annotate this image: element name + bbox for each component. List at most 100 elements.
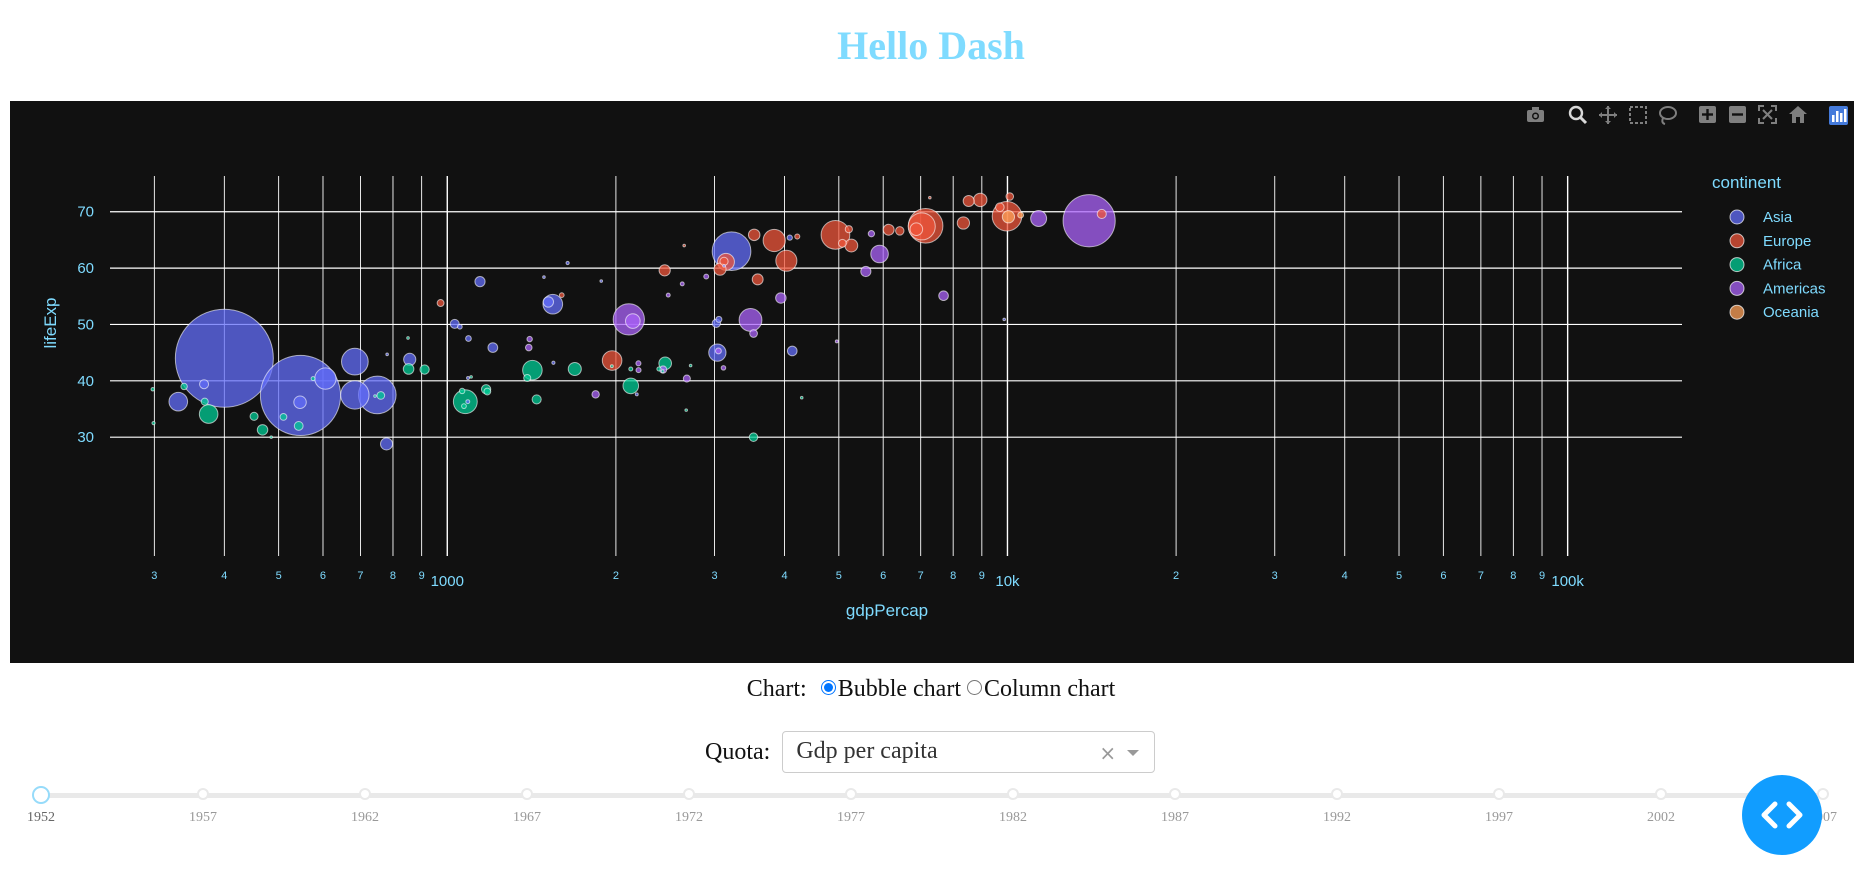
bubble-point[interactable] bbox=[660, 369, 665, 374]
bubble-point[interactable] bbox=[1005, 192, 1015, 201]
year-slider[interactable]: 1952 1957 1962 1967 1972 1977 1982 1987 1992 1997… bbox=[0, 784, 1862, 825]
bubble-point[interactable] bbox=[837, 238, 847, 248]
bubble-point[interactable] bbox=[720, 365, 727, 371]
bubble-point[interactable] bbox=[628, 366, 634, 372]
slider-mark-1952[interactable]: 1952 bbox=[27, 810, 55, 825]
bubble-point[interactable] bbox=[1017, 211, 1025, 219]
bubble-point[interactable] bbox=[199, 379, 210, 390]
bubble-point[interactable] bbox=[956, 216, 971, 230]
slider-handle[interactable] bbox=[32, 786, 50, 804]
zoom-in-icon[interactable] bbox=[1699, 106, 1716, 123]
legend[interactable]: continent Asia Europe Africa Americas Oceani… bbox=[1712, 173, 1826, 321]
debug-menu-button[interactable] bbox=[1742, 775, 1822, 855]
bubble-point[interactable] bbox=[198, 404, 219, 424]
bubble-point[interactable] bbox=[469, 375, 473, 379]
bubble-point[interactable] bbox=[679, 281, 685, 287]
bubble-point[interactable] bbox=[168, 391, 189, 412]
dropdown-arrow-icon[interactable] bbox=[1127, 750, 1140, 756]
slider-dot[interactable] bbox=[197, 788, 209, 800]
bubble-point[interactable] bbox=[461, 403, 467, 410]
bubble-point[interactable] bbox=[748, 432, 759, 442]
slider-dot[interactable] bbox=[1817, 788, 1829, 800]
bubble-point[interactable] bbox=[834, 339, 839, 344]
bubble-point[interactable] bbox=[150, 387, 155, 392]
reset-axes-icon[interactable] bbox=[1789, 106, 1807, 123]
bubble-point[interactable] bbox=[293, 395, 307, 409]
bubble-point[interactable] bbox=[786, 234, 793, 241]
bubble-point[interactable] bbox=[665, 292, 671, 298]
bubble-point[interactable] bbox=[174, 308, 274, 408]
bubble-point[interactable] bbox=[938, 290, 949, 302]
bubble-point[interactable] bbox=[658, 264, 671, 277]
slider-mark-1987[interactable]: 1987 bbox=[1161, 810, 1189, 825]
bubble-point[interactable] bbox=[406, 336, 410, 340]
bubble-point[interactable] bbox=[867, 230, 876, 238]
bubble-point[interactable] bbox=[599, 279, 604, 283]
bubble-point[interactable] bbox=[523, 373, 532, 383]
bubble-point[interactable] bbox=[634, 392, 639, 397]
bubble-point[interactable] bbox=[715, 315, 723, 323]
bubble-point[interactable] bbox=[747, 228, 761, 242]
bubble-point[interactable] bbox=[341, 347, 369, 376]
slider-dot[interactable] bbox=[1655, 788, 1667, 800]
plotly-logo-icon[interactable] bbox=[1829, 106, 1848, 125]
camera-icon[interactable] bbox=[1527, 107, 1544, 122]
bubble-point[interactable] bbox=[1096, 208, 1107, 220]
bubble-point[interactable] bbox=[314, 367, 337, 390]
bubble-point[interactable] bbox=[762, 228, 786, 253]
bubble-chart[interactable]: 3 4 5 6 7 8 9 2 3 4 5 6 7 8 9 2 3 4 5 6 7 8 9 1000 10k 100k 30 40 50… bbox=[10, 101, 1854, 663]
bubble-point[interactable] bbox=[799, 395, 804, 400]
slider-mark-1992[interactable]: 1992 bbox=[1323, 810, 1351, 825]
bubble-point[interactable] bbox=[249, 411, 259, 421]
bubble-point[interactable] bbox=[786, 345, 798, 357]
radio-column-input[interactable] bbox=[966, 679, 982, 695]
bubble-point[interactable] bbox=[635, 367, 642, 374]
bubble-point[interactable] bbox=[419, 364, 430, 375]
bubble-point[interactable] bbox=[452, 389, 478, 415]
bubble-point[interactable] bbox=[551, 360, 556, 365]
bubble-point[interactable] bbox=[458, 387, 466, 395]
slider-mark-1977[interactable]: 1977 bbox=[837, 810, 865, 825]
legend-item-asia[interactable]: Asia bbox=[1729, 209, 1793, 226]
bubble-point[interactable] bbox=[962, 194, 975, 208]
bubble-point[interactable] bbox=[269, 435, 274, 439]
bubble-point[interactable] bbox=[909, 222, 924, 236]
bubble-point[interactable] bbox=[542, 275, 546, 279]
bubble-point[interactable] bbox=[973, 192, 988, 208]
clear-icon[interactable]: × bbox=[1099, 741, 1117, 765]
bubble-point[interactable] bbox=[565, 260, 570, 266]
bubble-point[interactable] bbox=[385, 352, 389, 357]
bubble-point[interactable] bbox=[256, 424, 269, 436]
autoscale-icon[interactable] bbox=[1758, 105, 1777, 124]
bubble-point[interactable] bbox=[860, 265, 872, 278]
radio-bubble-chart[interactable]: Bubble chart bbox=[813, 676, 961, 702]
bubble-point[interactable] bbox=[558, 292, 565, 299]
bubble-point[interactable] bbox=[1062, 194, 1116, 248]
radio-bubble-input[interactable] bbox=[820, 679, 836, 695]
bubble-point[interactable] bbox=[844, 238, 859, 253]
bubble-point[interactable] bbox=[656, 366, 662, 372]
bubble-point[interactable] bbox=[1002, 317, 1007, 322]
bubble-point[interactable] bbox=[895, 226, 905, 236]
slider-dot[interactable] bbox=[845, 788, 857, 800]
legend-item-oceania[interactable]: Oceania bbox=[1729, 304, 1820, 321]
slider-dot[interactable] bbox=[1493, 788, 1505, 800]
bubble-point[interactable] bbox=[474, 276, 486, 288]
bubble-point[interactable] bbox=[591, 390, 600, 399]
legend-item-africa[interactable]: Africa bbox=[1729, 257, 1802, 274]
bubble-point[interactable] bbox=[373, 394, 377, 398]
bubble-point[interactable] bbox=[794, 233, 801, 240]
bubble-point[interactable] bbox=[340, 380, 370, 410]
zoom-icon[interactable] bbox=[1566, 104, 1590, 126]
bubble-point[interactable] bbox=[714, 347, 722, 355]
slider-dot[interactable] bbox=[359, 788, 371, 800]
bubble-point[interactable] bbox=[465, 399, 471, 405]
bubble-point[interactable] bbox=[376, 391, 386, 400]
slider-mark-1962[interactable]: 1962 bbox=[351, 810, 379, 825]
bubble-point[interactable] bbox=[180, 382, 188, 391]
bubble-point[interactable] bbox=[682, 243, 686, 248]
bubble-point[interactable] bbox=[379, 437, 394, 451]
bubble-point[interactable] bbox=[436, 299, 445, 308]
bubble-point[interactable] bbox=[738, 308, 763, 332]
bubble-point[interactable] bbox=[483, 387, 492, 396]
